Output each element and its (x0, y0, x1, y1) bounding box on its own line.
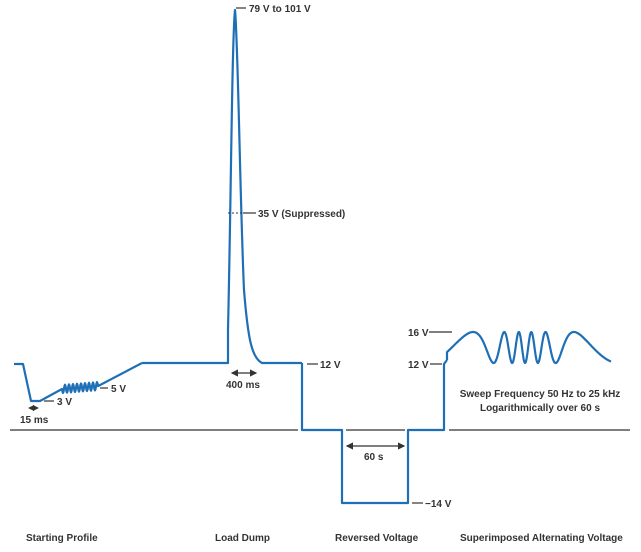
peak-label: 79 V to 101 V (249, 4, 311, 15)
ripple-16v-label: 16 V (408, 328, 429, 339)
start-3v-label: 3 V (57, 397, 72, 408)
section-label-load-dump: Load Dump (215, 533, 270, 544)
reversed-voltage-waveform (300, 359, 448, 505)
section-label-reversed-voltage: Reversed Voltage (335, 533, 419, 544)
section-label-superimposed-alternating-voltage: Superimposed Alternating Voltage (460, 533, 623, 544)
nominal-12v-label: 12 V (320, 360, 341, 371)
start-duration-label: 15 ms (20, 415, 49, 426)
section-label-starting-profile: Starting Profile (26, 533, 98, 544)
superimposed-sweep-waveform (445, 330, 612, 365)
sweep-label-line1: Sweep Frequency 50 Hz to 25 kHz (460, 389, 621, 400)
reverse-duration-label: 60 s (364, 452, 384, 463)
start-5v-label: 5 V (111, 384, 126, 395)
ripple-12v-label: 12 V (408, 360, 429, 371)
suppressed-label: 35 V (Suppressed) (258, 209, 345, 220)
load-dump-duration-label: 400 ms (226, 380, 260, 391)
reverse-voltage-label: −14 V (425, 499, 452, 510)
load-dump-waveform (142, 8, 302, 365)
starting-profile-waveform (14, 362, 143, 403)
sweep-label-line2: Logarithmically over 60 s (480, 403, 600, 414)
